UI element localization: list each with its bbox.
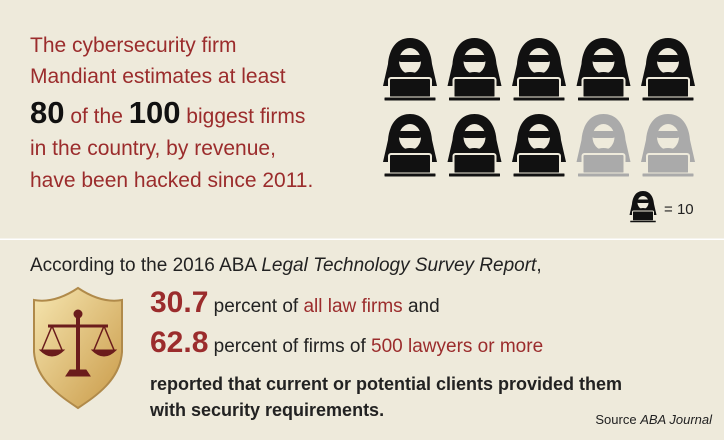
hacker-icon	[382, 113, 438, 178]
stat-text: percent of	[213, 296, 299, 317]
total-count: 100	[128, 95, 181, 130]
source-publication: ABA Journal	[640, 412, 712, 427]
icon-legend: = 10	[664, 201, 694, 218]
stat-line: 30.7 percent of all law firms and	[150, 286, 440, 320]
connector: of the	[70, 105, 123, 128]
headline-line: Mandiant estimates at least	[30, 65, 286, 88]
hacker-icon-faded	[640, 113, 696, 178]
conclusion: reported that current or potential clien…	[150, 374, 623, 394]
source-label: Source	[595, 412, 637, 427]
headline-line: The cybersecurity firm	[30, 34, 237, 57]
stat-highlight: 500 lawyers or more	[371, 336, 544, 357]
intro: According to the 2016 ABA	[30, 255, 257, 276]
hacker-icon	[446, 113, 503, 178]
conclusion: with security requirements.	[150, 400, 385, 420]
headline-line: in the country, by revenue,	[30, 137, 276, 160]
stat-highlight: all law firms	[303, 296, 403, 317]
headline-text: biggest firms	[186, 105, 306, 128]
legend-symbol: =	[664, 201, 673, 218]
stat-value: 62.8	[150, 326, 209, 359]
intro-end: ,	[536, 255, 542, 276]
stat-text: percent of firms of	[213, 336, 366, 357]
source: Source ABA Journal	[595, 412, 712, 427]
headline-line: 80 of the 100 biggest firms	[30, 95, 305, 131]
icon-grid: = 10	[0, 37, 724, 240]
headline-line: have been hacked since 2011.	[30, 169, 314, 192]
hacker-icon-faded	[575, 113, 632, 178]
hacker-icon	[382, 37, 438, 102]
hacker-icon	[511, 113, 567, 178]
scales-shield	[33, 286, 123, 410]
survey-intro: According to the 2016 ABA Legal Technolo…	[30, 255, 542, 277]
hacker-icon	[446, 37, 503, 102]
stat-value: 30.7	[150, 286, 209, 319]
report-title: Legal Technology Survey Report	[261, 255, 537, 276]
hacker-icon	[511, 37, 567, 102]
legend-value: 10	[677, 201, 694, 218]
hacker-icon	[575, 37, 632, 102]
hacker-icon	[640, 37, 696, 102]
stat-line: 62.8 percent of firms of 500 lawyers or …	[150, 326, 543, 360]
legend-icon	[629, 190, 657, 223]
stat-text: and	[407, 296, 440, 317]
hacked-count: 80	[30, 95, 65, 130]
